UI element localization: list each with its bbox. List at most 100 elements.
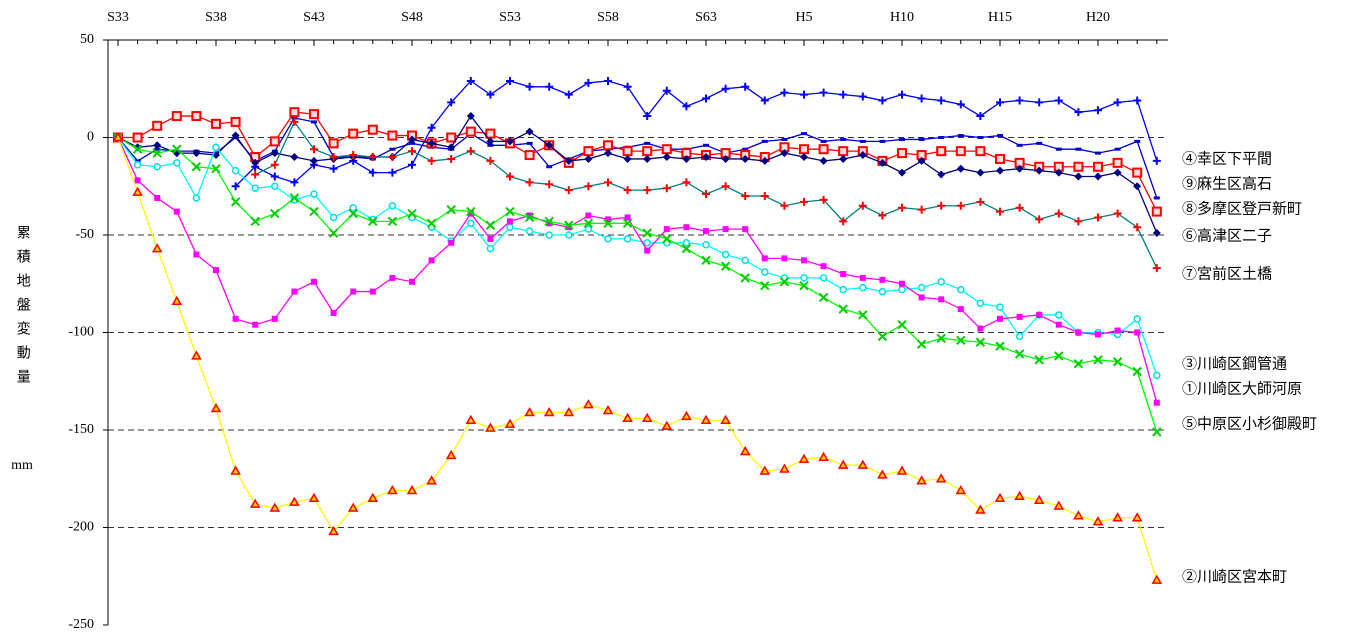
marker [918,137,925,141]
marker [957,285,965,294]
marker [1034,355,1044,365]
marker [898,90,906,99]
marker [997,134,1003,138]
marker [996,98,1004,107]
marker [800,90,808,99]
marker [428,257,435,264]
marker [976,112,985,121]
marker [662,184,671,193]
marker [918,294,925,301]
marker [858,201,867,210]
marker [506,172,514,181]
marker [839,90,848,99]
marker [741,82,750,91]
marker [1134,139,1141,143]
marker [878,211,887,220]
marker [367,492,379,502]
marker [779,463,790,473]
marker [721,84,730,93]
marker [1133,223,1142,232]
marker [663,226,670,233]
marker [564,156,573,165]
marker [525,82,534,91]
marker [818,144,829,155]
marker [388,153,397,161]
marker [584,78,593,87]
marker [1074,172,1083,181]
marker [1153,371,1161,380]
marker [917,156,926,165]
marker [1131,512,1143,522]
x-tick-label: H15 [988,10,1012,25]
marker [546,165,553,169]
marker [1054,209,1063,218]
marker [996,303,1004,311]
marker [526,141,533,145]
marker [486,137,495,146]
marker [1133,315,1141,323]
marker [780,201,789,210]
marker [604,235,612,243]
marker [387,130,398,141]
marker [1015,96,1024,105]
marker [426,475,437,485]
y-tick-label: -150 [68,422,94,437]
marker [387,216,398,227]
marker [230,465,241,475]
marker [348,208,358,219]
marker [271,182,279,190]
y-tick-label: -100 [68,325,94,340]
marker [937,96,946,105]
marker [721,154,730,163]
marker [171,111,182,122]
series-line [117,137,1158,581]
marker [644,247,651,254]
marker [1015,332,1024,341]
marker [213,267,219,274]
marker [525,127,534,136]
marker [741,256,749,265]
marker [309,109,319,120]
marker [308,492,320,502]
marker [210,403,222,413]
legend-label: ⑧多摩区登戸新町 [1182,199,1302,217]
marker [192,194,201,202]
marker [643,154,652,163]
marker [466,76,475,85]
x-tick-label: S33 [107,10,129,25]
marker [1092,516,1104,526]
marker [1152,427,1162,437]
marker [151,243,163,253]
marker [192,149,201,158]
marker [878,158,887,167]
marker [721,250,730,259]
marker [1095,331,1101,338]
marker [408,135,416,144]
marker [1014,490,1025,501]
marker [996,207,1004,216]
y-tick-label: 0 [87,130,94,145]
marker [760,280,770,291]
y-tick-label: -200 [68,520,94,535]
marker [330,310,337,316]
marker [310,190,318,198]
marker [1133,182,1142,191]
marker [955,146,966,157]
marker [270,149,279,158]
marker [153,163,161,171]
marker [291,288,298,295]
marker [818,292,829,303]
x-tick-label: S38 [205,10,227,25]
marker [839,285,847,294]
marker [349,151,358,160]
marker [132,144,143,154]
marker [465,414,477,424]
marker [604,149,612,158]
marker [447,154,456,163]
marker [720,414,731,424]
marker [427,123,436,132]
marker [230,197,241,207]
legend-label: ②川崎区宮本町 [1182,568,1287,585]
marker [779,277,790,287]
marker [134,159,141,163]
